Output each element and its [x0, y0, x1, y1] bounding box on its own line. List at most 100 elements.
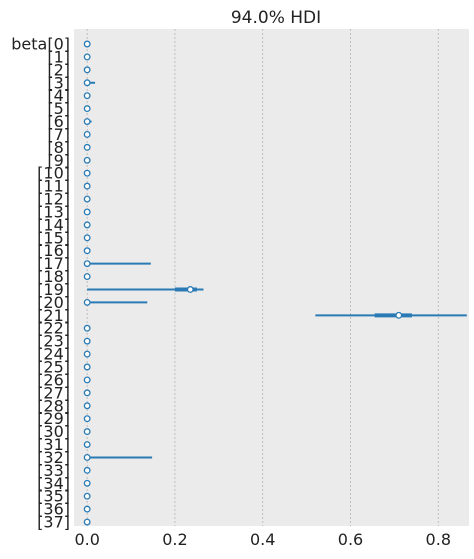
forest-row [315, 311, 467, 319]
point-estimate [83, 247, 91, 255]
point-estimate [83, 505, 91, 513]
point-estimate [83, 143, 91, 151]
forest-row [83, 415, 91, 423]
y-tick-label: [7] [47, 125, 70, 144]
y-tick-label: beta[0] [11, 35, 70, 54]
y-tick-label: [18] [37, 267, 70, 286]
y-tick-label: [35] [37, 487, 70, 506]
x-tick-label: 0.4 [250, 530, 275, 549]
x-tick-label: 0.2 [162, 530, 187, 549]
y-tick-label: [3] [47, 73, 70, 92]
y-tick-label: [24] [37, 345, 70, 364]
forest-row [83, 441, 91, 448]
forest-row [83, 402, 91, 410]
point-estimate [186, 286, 194, 293]
forest-row [83, 53, 91, 61]
forest-row [83, 221, 91, 229]
forest-row [83, 389, 91, 397]
forest-row [83, 479, 91, 487]
point-estimate [83, 337, 91, 345]
forest-row [83, 118, 92, 125]
y-tick-label: [25] [37, 358, 70, 377]
forest-row [83, 143, 91, 151]
forest-row [83, 337, 91, 345]
forest-row [83, 260, 151, 268]
y-tick-label: [34] [37, 474, 70, 493]
y-tick-label: [27] [37, 383, 70, 402]
point-estimate [83, 402, 91, 410]
forest-row [83, 273, 91, 281]
forest-row [83, 428, 91, 436]
forest-row [83, 195, 91, 203]
y-tick-label: [21] [37, 306, 70, 325]
point-estimate [83, 221, 91, 229]
point-estimate [83, 40, 91, 48]
point-estimate [83, 92, 91, 100]
y-tick-label: [12] [37, 190, 70, 209]
x-tick-labels: 0.0 0.2 0.4 0.6 0.8 [74, 530, 451, 549]
forest-row [83, 518, 91, 526]
y-tick-label: [13] [37, 202, 70, 221]
y-tick-label: [5] [47, 99, 70, 118]
point-estimate [83, 453, 91, 461]
forest-row [83, 350, 91, 358]
forest-row [83, 79, 96, 87]
y-tick-label: [17] [37, 254, 70, 273]
x-tick-label: 0.0 [74, 530, 99, 549]
y-tick-label: [22] [37, 319, 70, 338]
forest-row [83, 492, 91, 500]
forest-row [83, 453, 153, 461]
y-tick-label: [16] [37, 241, 70, 260]
point-estimate [83, 118, 91, 125]
forest-row [83, 105, 91, 113]
y-tick-labels: beta[0][1][2][3][4][5][6][7][8][9][10][1… [11, 35, 70, 532]
y-tick-label: [1] [47, 47, 70, 66]
forest-rows [83, 40, 467, 526]
y-tick-label: [26] [37, 370, 70, 389]
point-estimate [83, 208, 91, 216]
point-estimate [83, 415, 91, 423]
y-tick-label: [28] [37, 396, 70, 415]
forest-row [83, 466, 91, 474]
y-tick-label: [31] [37, 435, 70, 454]
y-tick-label: [15] [37, 228, 70, 247]
forest-row [83, 298, 148, 306]
y-tick-label: [2] [47, 60, 70, 79]
forest-row [83, 505, 91, 513]
y-tick-label: [36] [37, 500, 70, 519]
point-estimate [83, 466, 91, 474]
point-estimate [83, 324, 91, 332]
y-tick-label: [4] [47, 86, 70, 105]
y-tick-label: [8] [47, 138, 70, 157]
y-tick-label: [14] [37, 215, 70, 234]
point-estimate [83, 298, 91, 306]
point-estimate [83, 169, 91, 177]
point-estimate [83, 195, 91, 203]
point-estimate [83, 518, 91, 526]
y-tick-label: [23] [37, 332, 70, 351]
y-tick-label: [29] [37, 409, 70, 428]
point-estimate [83, 53, 91, 61]
forest-row [83, 40, 91, 48]
point-estimate [83, 479, 91, 487]
point-estimate [83, 350, 91, 358]
point-estimate [83, 492, 91, 500]
forest-row [83, 324, 91, 332]
y-tick-label: [11] [37, 177, 70, 196]
y-tick-label: [20] [37, 293, 70, 312]
point-estimate [395, 311, 403, 319]
point-estimate [83, 234, 91, 242]
x-tick-label: 0.6 [338, 530, 363, 549]
point-estimate [83, 66, 91, 74]
forest-row [83, 182, 91, 190]
point-estimate [83, 130, 91, 138]
y-tick-label: [33] [37, 461, 70, 480]
forest-row [83, 156, 91, 164]
point-estimate [83, 428, 91, 436]
point-estimate [83, 441, 91, 448]
point-estimate [83, 156, 91, 164]
forest-row [83, 376, 91, 384]
forest-row [83, 130, 91, 138]
